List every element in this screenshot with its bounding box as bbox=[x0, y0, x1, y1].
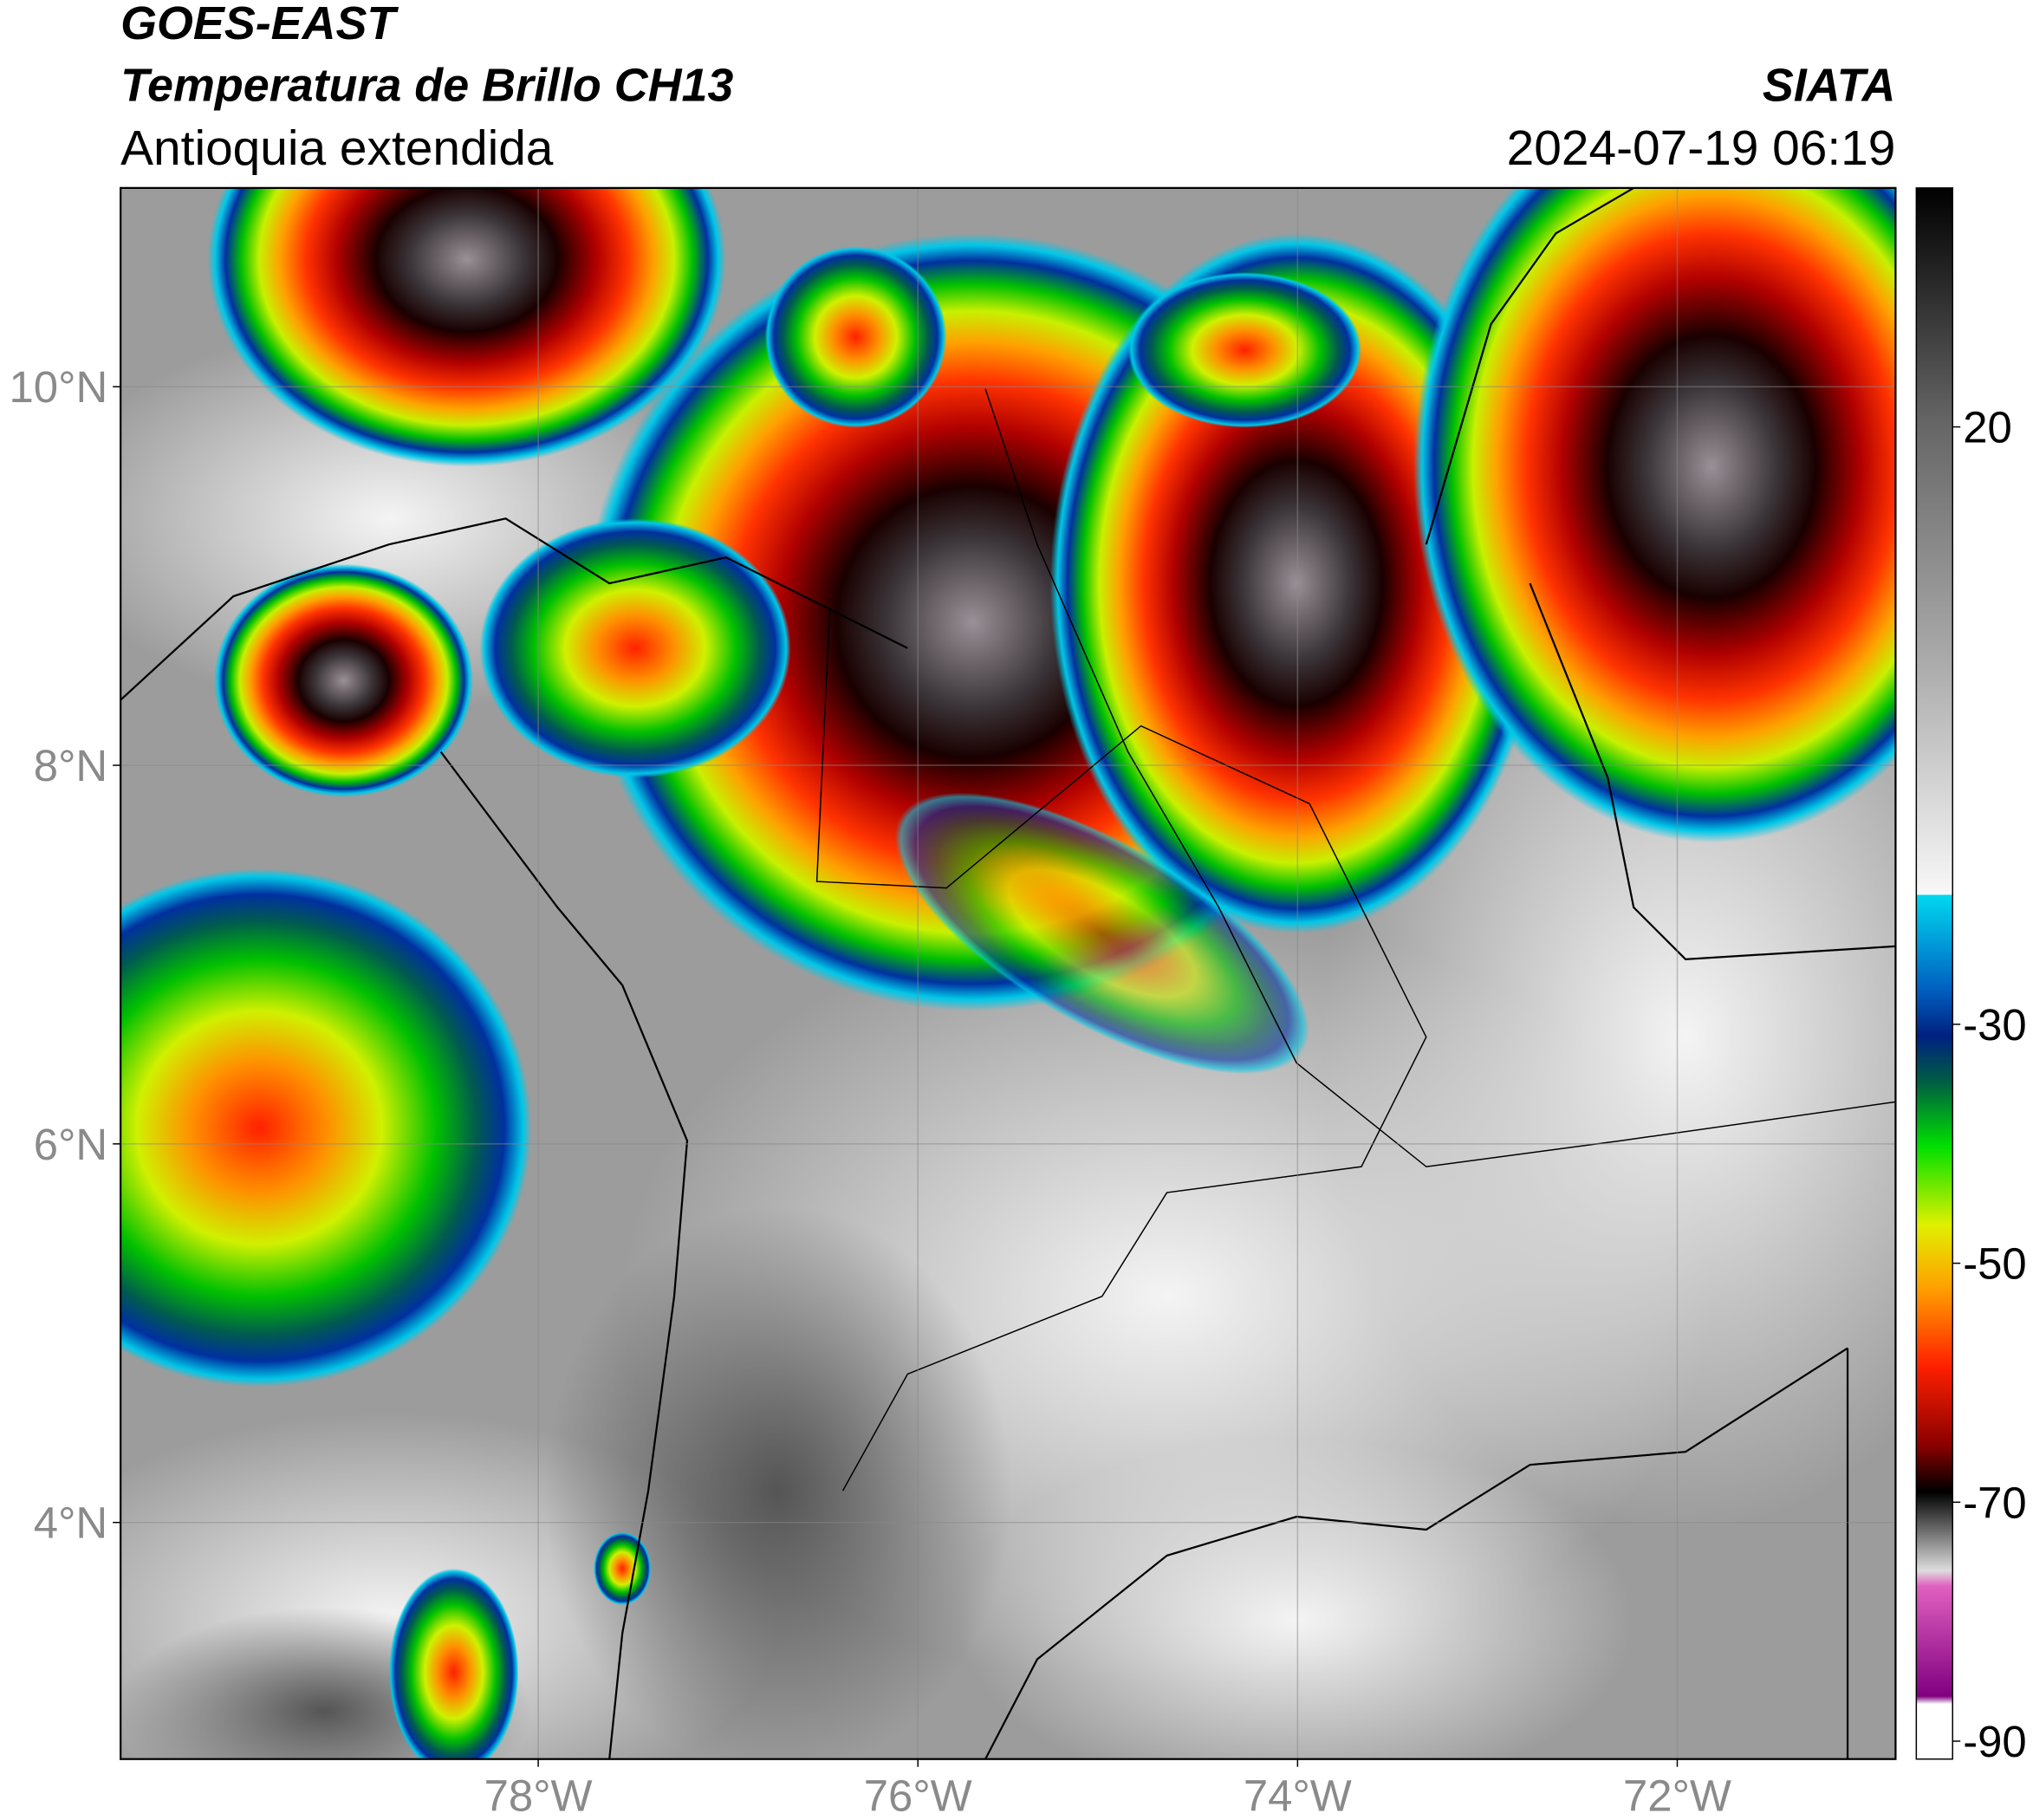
colorbar-tick-label: -90 bbox=[1963, 1717, 2027, 1766]
agency: SIATA bbox=[1763, 60, 1896, 112]
storm bbox=[894, 792, 1309, 1075]
storm bbox=[120, 868, 532, 1388]
datetime: 2024-07-19 06:19 bbox=[1507, 121, 1896, 176]
colorbar-tick-label: -50 bbox=[1963, 1239, 2027, 1289]
cloud bbox=[959, 1439, 1634, 1759]
department-border bbox=[815, 608, 1427, 1492]
border bbox=[439, 751, 689, 1759]
lat-tick-label: 6°N bbox=[34, 1120, 107, 1169]
border bbox=[120, 517, 908, 701]
region-subtitle: Antioquia extendida bbox=[120, 121, 554, 176]
colorbar-tick-label: 20 bbox=[1963, 403, 2012, 452]
lon-tick-label: 72°W bbox=[1623, 1771, 1731, 1820]
map-area bbox=[120, 187, 1896, 1759]
lat-tick-label: 10°N bbox=[10, 362, 108, 412]
colorbar bbox=[1915, 187, 1953, 1760]
storm bbox=[207, 187, 726, 467]
storm bbox=[594, 1531, 652, 1605]
storm bbox=[213, 563, 474, 797]
storm bbox=[764, 246, 947, 428]
border bbox=[984, 1347, 1848, 1759]
lat-tick-label: 4°N bbox=[34, 1498, 107, 1548]
colorbar-tick-label: -70 bbox=[1963, 1478, 2027, 1527]
border bbox=[1425, 187, 1634, 545]
lon-tick-label: 76°W bbox=[864, 1771, 972, 1820]
storm bbox=[388, 1568, 519, 1759]
lon-tick-label: 74°W bbox=[1244, 1771, 1352, 1820]
border bbox=[1529, 582, 1896, 960]
colorbar-tick-label: -30 bbox=[1963, 1000, 2027, 1050]
lat-tick-label: 8°N bbox=[34, 741, 107, 790]
cloud bbox=[544, 1206, 1011, 1759]
graticule bbox=[113, 187, 1896, 1767]
product-title: Temperatura de Brillo CH13 bbox=[120, 60, 733, 112]
lon-tick-label: 78°W bbox=[484, 1771, 593, 1820]
storm bbox=[1127, 272, 1361, 428]
storm bbox=[1413, 187, 1896, 843]
source-title: GOES-EAST bbox=[120, 0, 399, 49]
department-border bbox=[984, 388, 1896, 1167]
map-frame bbox=[120, 186, 1897, 1760]
storm bbox=[479, 518, 791, 778]
